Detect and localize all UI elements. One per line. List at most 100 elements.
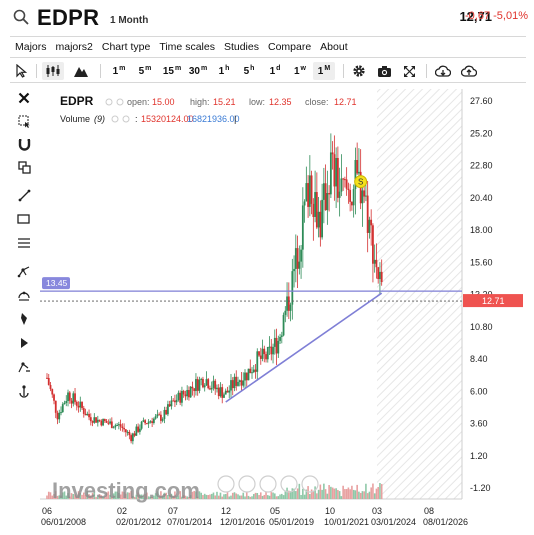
volume-bar bbox=[321, 489, 323, 499]
chart-nav-controls[interactable] bbox=[217, 475, 319, 493]
eye-icon bbox=[105, 98, 113, 106]
candle-body bbox=[308, 175, 311, 207]
trendline-tool-icon[interactable] bbox=[14, 185, 34, 205]
menu-studies[interactable]: Studies bbox=[223, 41, 259, 53]
price-chart[interactable]: EDPR open: 15.00 high: 15.21 low: 12.35 … bbox=[40, 89, 532, 525]
candlestick-chart-icon[interactable] bbox=[42, 62, 64, 80]
candle-body bbox=[259, 355, 262, 359]
horizontal-lines-icon[interactable] bbox=[14, 233, 34, 253]
cursor-icon[interactable] bbox=[12, 62, 30, 80]
pitchfork-tool-icon[interactable] bbox=[14, 261, 34, 281]
x-tick-label: 02 bbox=[117, 506, 127, 516]
menu-about[interactable]: About bbox=[320, 41, 348, 53]
volume-bar bbox=[272, 492, 274, 499]
volume-bar bbox=[281, 493, 283, 499]
y-tick-label: 22.80 bbox=[470, 161, 493, 171]
candle-body bbox=[363, 190, 366, 197]
brush-tool-icon[interactable] bbox=[14, 309, 34, 329]
volume-bar bbox=[377, 487, 379, 499]
candle-body bbox=[331, 152, 334, 155]
menu-compare[interactable]: Compare bbox=[267, 41, 312, 53]
volume-bar bbox=[279, 494, 281, 499]
candle-body bbox=[126, 431, 129, 433]
candle-body bbox=[58, 412, 61, 420]
fullscreen-icon[interactable] bbox=[399, 62, 419, 80]
volume-bar bbox=[140, 494, 143, 499]
fibonacci-tool-icon[interactable] bbox=[14, 285, 34, 305]
anchor-tool-icon[interactable] bbox=[14, 381, 34, 401]
camera-icon[interactable] bbox=[374, 62, 394, 80]
volume-bar bbox=[212, 492, 215, 499]
volume-bar bbox=[275, 496, 278, 499]
rectangle-tool-icon[interactable] bbox=[14, 209, 34, 229]
volume-bar bbox=[135, 494, 138, 499]
cloud-upload-icon[interactable] bbox=[459, 62, 479, 80]
symbol-title[interactable]: EDPR bbox=[37, 5, 100, 30]
candle-body bbox=[182, 390, 185, 395]
volume-bar bbox=[331, 487, 334, 499]
arrow-right-icon[interactable] bbox=[14, 333, 34, 353]
svg-text:(9): (9) bbox=[94, 114, 105, 124]
candle-body bbox=[219, 387, 222, 397]
volume-bar bbox=[231, 492, 234, 499]
menu-majors2[interactable]: majors2 bbox=[55, 41, 93, 53]
candle-body bbox=[237, 381, 239, 386]
candle-body bbox=[335, 157, 338, 187]
interval-30m[interactable]: 30 m bbox=[188, 64, 208, 77]
svg-text::: : bbox=[135, 114, 138, 124]
select-area-icon[interactable] bbox=[14, 111, 34, 131]
volume-bar bbox=[68, 496, 71, 499]
candle-body bbox=[53, 394, 55, 401]
volume-bar bbox=[198, 491, 201, 499]
volume-bar bbox=[72, 494, 75, 499]
candle-body bbox=[305, 183, 308, 202]
split-marker[interactable] bbox=[354, 175, 368, 189]
candle-body bbox=[177, 392, 180, 400]
menu-chart-type[interactable]: Chart type bbox=[101, 41, 151, 53]
volume-bar bbox=[354, 490, 357, 499]
x-date-label: 07/01/2014 bbox=[167, 517, 212, 525]
candle-body bbox=[352, 189, 355, 206]
volume-bar bbox=[84, 494, 87, 499]
volume-bar bbox=[154, 493, 157, 499]
volume-bar bbox=[175, 496, 178, 499]
candle-body bbox=[210, 387, 213, 390]
text-tool-icon[interactable] bbox=[14, 357, 34, 377]
volume-bar bbox=[337, 489, 339, 499]
volume-bar bbox=[79, 493, 82, 499]
volume-bar bbox=[345, 489, 348, 499]
candle-body bbox=[209, 388, 211, 390]
menu-majors[interactable]: Majors bbox=[15, 41, 47, 53]
cloud-download-icon[interactable] bbox=[433, 62, 453, 80]
trendline[interactable] bbox=[225, 292, 383, 403]
candle-body bbox=[186, 389, 189, 397]
candle-body bbox=[77, 405, 80, 408]
menu-time-scales[interactable]: Time scales bbox=[159, 41, 215, 53]
candle-body bbox=[263, 348, 266, 355]
candle-body bbox=[370, 219, 373, 226]
close-icon[interactable] bbox=[14, 88, 34, 108]
candle-body bbox=[151, 421, 154, 423]
volume-bar bbox=[158, 495, 160, 499]
area-chart-icon[interactable] bbox=[70, 62, 92, 80]
volume-bar bbox=[240, 495, 243, 499]
duplicate-icon[interactable] bbox=[14, 157, 34, 177]
candle-body bbox=[266, 346, 269, 360]
candle-body bbox=[287, 296, 290, 311]
x-date-label: 10/01/2021 bbox=[324, 517, 369, 525]
candle-body bbox=[158, 414, 161, 416]
magnet-icon[interactable] bbox=[14, 134, 34, 154]
search-icon[interactable] bbox=[12, 8, 30, 26]
gear-icon[interactable] bbox=[349, 62, 369, 80]
candle-body bbox=[137, 426, 140, 432]
volume-bar bbox=[219, 492, 222, 499]
interval-15m[interactable]: 15 m bbox=[162, 64, 182, 77]
